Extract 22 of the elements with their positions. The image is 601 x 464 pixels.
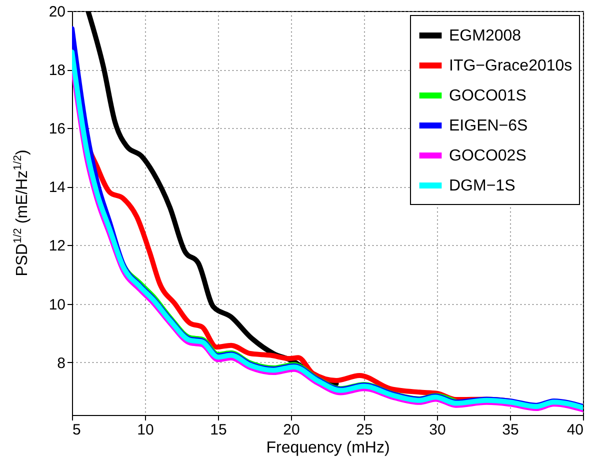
x-tick-label: 15 <box>210 422 227 438</box>
legend-label: DGM−1S <box>449 178 516 194</box>
x-tick-label: 25 <box>356 422 373 438</box>
x-axis-title: Frequency (mHz) <box>266 440 390 456</box>
x-tick-label: 30 <box>429 422 446 438</box>
x-tick-label: 10 <box>137 422 154 438</box>
y-tick-label: 18 <box>48 62 66 80</box>
y-tick-label: 20 <box>48 4 66 20</box>
x-tick-label: 40 <box>566 422 584 438</box>
legend-label: EIGEN−6S <box>449 118 528 134</box>
y-tick-label: 16 <box>48 120 66 138</box>
x-tick-label: 20 <box>283 422 300 438</box>
x-tick-label: 5 <box>72 422 81 438</box>
x-tick-label: 35 <box>502 422 519 438</box>
legend-label: GOCO02S <box>449 148 526 164</box>
y-tick-label: 14 <box>48 179 66 196</box>
y-tick-label: 8 <box>57 354 66 372</box>
legend-label: ITG−Grace2010s <box>449 58 572 74</box>
legend-label: EGM2008 <box>449 28 522 44</box>
legend-label: GOCO01S <box>449 88 526 104</box>
y-tick-label: 10 <box>48 296 66 314</box>
y-tick-label: 12 <box>48 238 66 255</box>
